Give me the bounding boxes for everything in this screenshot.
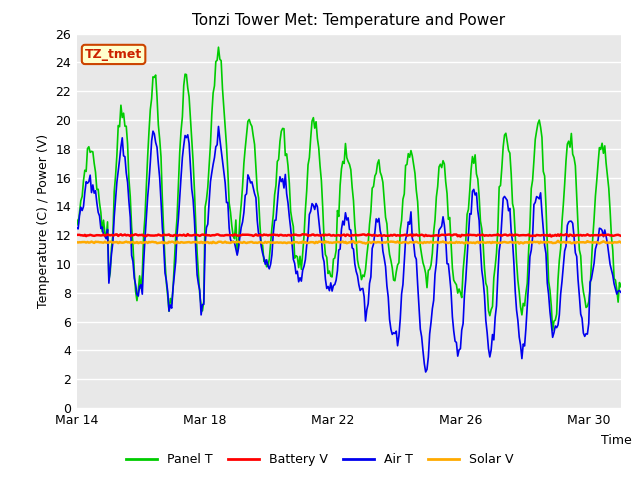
Air T [617,289,625,295]
Line: Battery V: Battery V [77,234,621,237]
Solar V [565,240,573,245]
Air T [214,123,222,129]
Air T [458,327,465,333]
Solar V [73,240,81,245]
Panel T [376,169,384,175]
Panel T [548,328,556,334]
Panel T [472,171,480,177]
Title: Tonzi Tower Met: Temperature and Power: Tonzi Tower Met: Temperature and Power [192,13,506,28]
Y-axis label: Temperature (C) / Power (V): Temperature (C) / Power (V) [37,134,50,308]
Battery V [73,232,81,238]
Battery V [376,232,384,238]
Battery V [617,233,625,239]
Air T [256,231,264,237]
Solar V [455,239,463,245]
X-axis label: Time: Time [601,434,632,447]
Line: Air T: Air T [77,126,621,372]
Panel T [237,202,245,207]
Air T [422,369,429,375]
Solar V [515,241,523,247]
Battery V [256,232,264,238]
Solar V [471,240,479,246]
Panel T [617,284,625,289]
Solar V [375,240,383,245]
Solar V [554,238,562,244]
Panel T [456,290,464,296]
Text: TZ_tmet: TZ_tmet [85,48,142,61]
Air T [376,228,384,234]
Battery V [565,233,573,239]
Battery V [474,232,482,238]
Solar V [255,240,262,245]
Air T [565,219,573,225]
Solar V [236,240,244,245]
Battery V [237,232,245,238]
Battery V [184,231,191,237]
Air T [73,225,81,231]
Line: Panel T: Panel T [77,47,621,331]
Air T [237,225,245,230]
Battery V [458,232,465,238]
Line: Solar V: Solar V [77,241,621,244]
Panel T [214,44,222,50]
Air T [474,208,482,214]
Panel T [73,217,81,223]
Legend: Panel T, Battery V, Air T, Solar V: Panel T, Battery V, Air T, Solar V [121,448,519,471]
Solar V [617,240,625,245]
Panel T [565,138,573,144]
Panel T [256,221,264,227]
Battery V [456,234,464,240]
